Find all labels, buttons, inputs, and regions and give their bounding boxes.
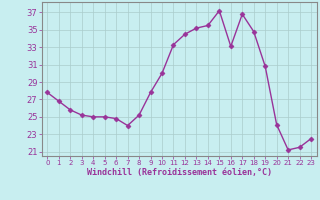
X-axis label: Windchill (Refroidissement éolien,°C): Windchill (Refroidissement éolien,°C) [87, 168, 272, 177]
